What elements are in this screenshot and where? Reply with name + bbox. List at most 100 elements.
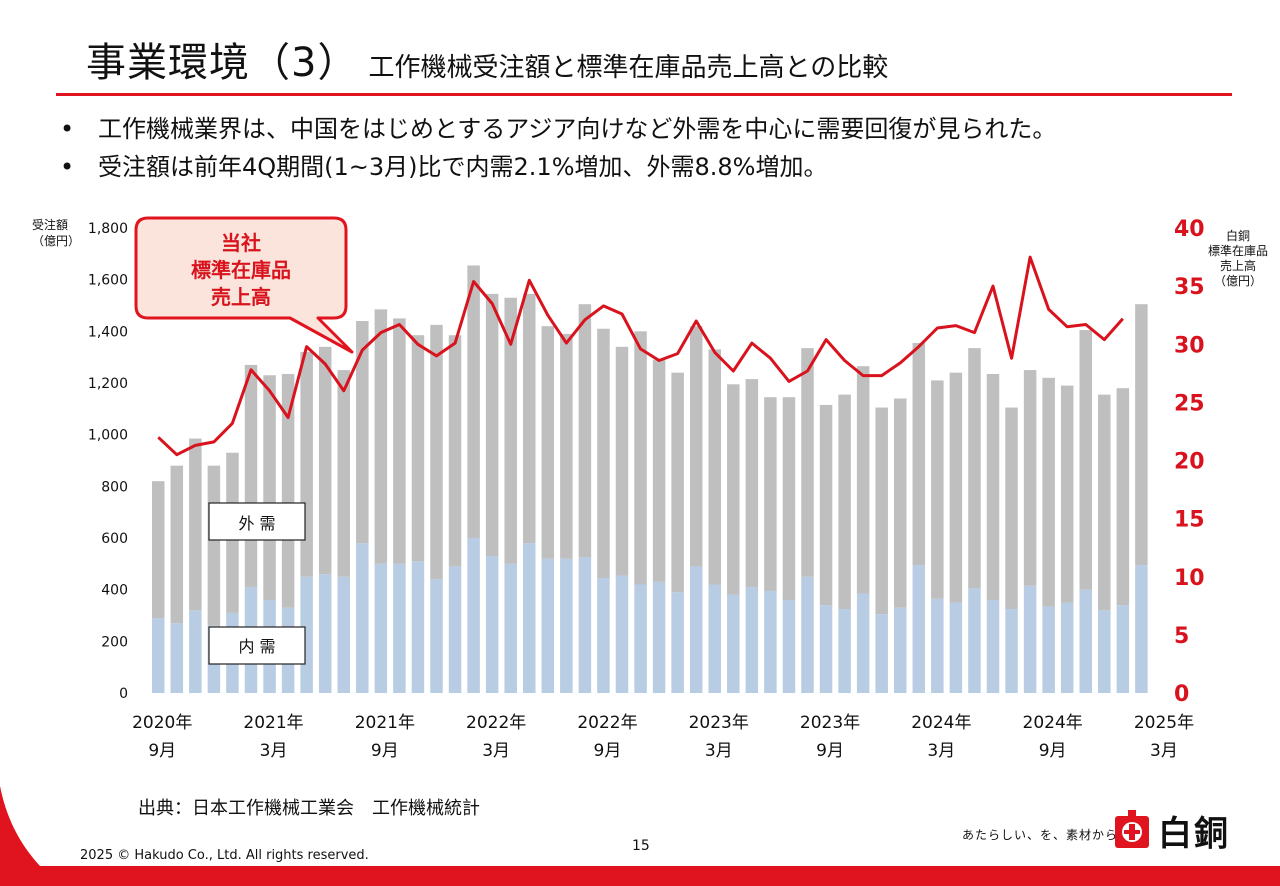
x-tick-label: 2024年 <box>1023 713 1083 733</box>
bar-domestic <box>337 576 350 693</box>
bar-domestic <box>411 561 425 693</box>
bar-foreign <box>912 342 926 566</box>
bar-foreign <box>578 304 592 558</box>
bar-domestic <box>782 600 796 693</box>
bar-domestic <box>1023 585 1037 693</box>
x-tick-label: 3月 <box>705 741 733 761</box>
bar-foreign <box>467 265 480 538</box>
bullet-symbol: • <box>60 153 75 181</box>
hakudo-logo-mark-icon <box>1115 810 1149 848</box>
foreign-label: 外 需 <box>238 514 275 533</box>
x-tick-label: 2025年 <box>1134 713 1194 733</box>
bar-foreign <box>708 349 721 585</box>
page-title: 事業環境（3） <box>86 40 359 86</box>
bar-foreign <box>689 326 703 567</box>
bar-domestic <box>374 563 388 693</box>
company-slogan: あたらしい、を、素材から。 <box>962 828 1132 842</box>
bar-domestic <box>485 556 499 693</box>
bar-domestic <box>1005 609 1018 693</box>
bar-foreign <box>337 370 350 577</box>
bar-foreign <box>634 331 647 585</box>
source-note: 出典：日本工作機械工業会 工作機械統計 <box>138 798 480 819</box>
bar-foreign <box>318 346 332 575</box>
bar-foreign <box>968 348 981 589</box>
bar-foreign <box>189 438 202 611</box>
y-tick-right: 0 <box>1174 682 1189 707</box>
bar-foreign <box>894 398 907 608</box>
bar-foreign <box>523 293 536 544</box>
bar-domestic <box>671 592 684 693</box>
callout-bubble <box>134 216 354 354</box>
x-tick-label: 2020年 <box>132 713 192 733</box>
bar-foreign <box>300 352 313 577</box>
bar-foreign <box>244 364 258 588</box>
logo-text: 白銅 <box>1158 813 1230 854</box>
bar-foreign <box>1060 385 1074 603</box>
y-tick-right: 10 <box>1174 566 1205 591</box>
x-tick-label: 9月 <box>816 741 844 761</box>
bar-domestic <box>393 563 406 693</box>
bar-foreign <box>430 324 443 580</box>
bar-foreign <box>541 326 555 559</box>
foreign-label-box <box>208 502 306 541</box>
bar-foreign <box>856 366 870 594</box>
bar-foreign <box>838 394 851 610</box>
y-tick-left: 800 <box>101 479 128 495</box>
y-tick-right: 20 <box>1174 450 1205 475</box>
x-tick-label: 3月 <box>927 741 955 761</box>
x-tick-label: 9月 <box>371 741 399 761</box>
bar-foreign <box>152 481 165 619</box>
bar-foreign <box>1098 394 1111 611</box>
bar-domestic <box>1042 606 1055 693</box>
bar-domestic <box>1060 602 1074 693</box>
x-tick-label: 2022年 <box>466 713 526 733</box>
company-logo: 白銅 <box>1112 808 1230 854</box>
x-tick-label: 9月 <box>148 741 176 761</box>
bullet-list: • 工作機械業界は、中国をはじめとするアジア向けなど外需を中心に需要回復が見られ… <box>60 110 1056 186</box>
y-axis-label-left: 受注額 <box>32 217 68 232</box>
bullet-item: • 工作機械業界は、中国をはじめとするアジア向けなど外需を中心に需要回復が見られ… <box>60 110 1056 148</box>
bar-foreign <box>801 348 814 577</box>
x-tick-label: 3月 <box>482 741 510 761</box>
bar-domestic <box>708 584 721 693</box>
y-tick-left: 1,200 <box>88 376 128 392</box>
bar-domestic <box>356 543 369 693</box>
page-number: 15 <box>632 838 650 854</box>
title-underline <box>56 93 1232 96</box>
bar-foreign <box>931 380 944 599</box>
y-axis-label-right: 標準在庫品 <box>1208 243 1268 258</box>
bar-foreign <box>671 372 684 593</box>
x-tick-label: 2023年 <box>689 713 749 733</box>
bullet-symbol: • <box>60 115 75 143</box>
y-tick-left: 1,600 <box>88 273 128 289</box>
y-tick-right: 15 <box>1174 508 1205 533</box>
bar-domestic <box>560 558 573 693</box>
y-tick-left: 200 <box>101 634 128 650</box>
bar-foreign <box>504 297 517 564</box>
bar-foreign <box>819 404 833 606</box>
bar-domestic <box>504 563 517 693</box>
y-tick-left: 0 <box>119 686 128 702</box>
y-tick-right: 25 <box>1174 391 1205 416</box>
copyright: 2025 © Hakudo Co., Ltd. All rights reser… <box>80 848 369 863</box>
bar-domestic <box>1098 610 1111 693</box>
y-tick-left: 1,400 <box>88 324 128 340</box>
x-tick-label: 2021年 <box>355 713 415 733</box>
x-tick-label: 3月 <box>260 741 288 761</box>
bar-foreign <box>560 333 573 559</box>
bar-domestic <box>819 605 833 693</box>
bar-domestic <box>430 579 443 693</box>
callout-label: 当社 <box>221 231 261 255</box>
bar-foreign <box>1005 407 1018 610</box>
bar-domestic <box>152 618 165 693</box>
y-tick-right: 40 <box>1174 217 1205 242</box>
x-tick-label: 2024年 <box>911 713 971 733</box>
bar-foreign <box>986 373 1000 600</box>
corner-swoosh <box>0 786 40 866</box>
bar-domestic <box>652 581 666 693</box>
y-tick-left: 600 <box>101 531 128 547</box>
y-tick-right: 30 <box>1174 333 1205 358</box>
bar-domestic <box>1116 605 1130 693</box>
x-tick-label: 2023年 <box>800 713 860 733</box>
